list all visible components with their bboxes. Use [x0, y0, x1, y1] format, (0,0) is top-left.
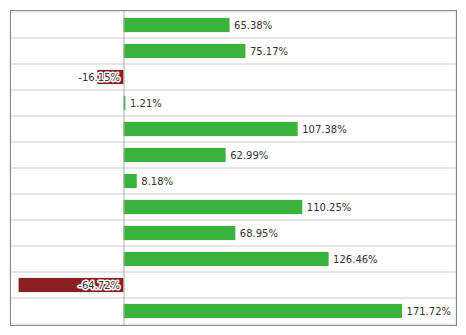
svg-text:65.38%: 65.38% — [234, 20, 272, 31]
svg-text:-64.72%: -64.72% — [78, 280, 120, 291]
svg-text:107.38%: 107.38% — [302, 124, 347, 135]
svg-text:1.21%: 1.21% — [130, 98, 162, 109]
svg-text:-16.15%: -16.15% — [78, 72, 120, 83]
svg-text:75.17%: 75.17% — [250, 46, 288, 57]
svg-text:68.95%: 68.95% — [240, 228, 278, 239]
svg-text:62.99%: 62.99% — [230, 150, 268, 161]
svg-text:8.18%: 8.18% — [141, 176, 173, 187]
svg-text:171.72%: 171.72% — [407, 306, 452, 317]
svg-text:110.25%: 110.25% — [307, 202, 352, 213]
svg-text:126.46%: 126.46% — [333, 254, 378, 265]
